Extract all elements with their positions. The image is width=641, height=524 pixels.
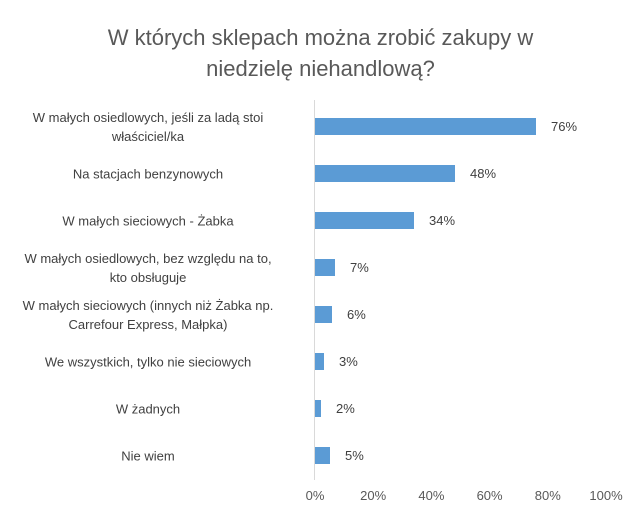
category-label: Na stacjach benzynowych bbox=[0, 164, 298, 183]
category-label: Nie wiem bbox=[0, 446, 298, 465]
bar-row: W małych sieciowych - Żabka 34% bbox=[0, 197, 641, 244]
category-label: W małych osiedlowych, bez względu na to,… bbox=[0, 249, 298, 287]
chart-title-line-1: W których sklepach można zrobić zakupy w bbox=[107, 25, 534, 50]
bar-row: We wszystkich, tylko nie sieciowych 3% bbox=[0, 338, 641, 385]
bar-row: Nie wiem 5% bbox=[0, 432, 641, 479]
value-label: 34% bbox=[429, 213, 456, 228]
value-label: 5% bbox=[345, 448, 364, 463]
x-axis-ticks: 0% 20% 40% 60% 80% 100% bbox=[0, 488, 641, 508]
value-label: 76% bbox=[551, 119, 578, 134]
category-label: W małych sieciowych - Żabka bbox=[0, 211, 298, 230]
chart-title-line-2: niedzielę niehandlową? bbox=[206, 56, 435, 81]
bar bbox=[315, 306, 332, 323]
category-label-line: We wszystkich, tylko nie sieciowych bbox=[44, 354, 252, 369]
x-tick-label: 40% bbox=[418, 488, 445, 503]
x-tick-label: 60% bbox=[476, 488, 503, 503]
bar bbox=[315, 212, 414, 229]
x-tick-label: 100% bbox=[589, 488, 623, 503]
bar-row: W małych osiedlowych, bez względu na to,… bbox=[0, 244, 641, 291]
bar-row: W małych sieciowych (innych niż Żabka np… bbox=[0, 291, 641, 338]
category-label-line: Na stacjach benzynowych bbox=[72, 166, 224, 181]
x-tick-label: 0% bbox=[305, 488, 325, 503]
bar bbox=[315, 400, 321, 417]
category-label-line: W małych sieciowych - Żabka bbox=[62, 213, 234, 228]
category-label: W małych osiedlowych, jeśli za ladą stoi… bbox=[0, 108, 298, 146]
bar bbox=[315, 353, 324, 370]
bar bbox=[315, 447, 330, 464]
value-label: 7% bbox=[350, 260, 369, 275]
x-tick-label: 80% bbox=[534, 488, 561, 503]
category-label-line: W małych sieciowych (innych niż Żabka np… bbox=[22, 297, 274, 313]
value-label: 2% bbox=[336, 401, 355, 416]
category-label-line: W małych osiedlowych, jeśli za ladą stoi bbox=[32, 109, 264, 125]
category-label-line: Carrefour Express, Małpka) bbox=[68, 316, 228, 332]
bar bbox=[315, 259, 335, 276]
bar bbox=[315, 165, 455, 182]
bar-row: W małych osiedlowych, jeśli za ladą stoi… bbox=[0, 103, 641, 150]
plot-area: W małych osiedlowych, jeśli za ladą stoi… bbox=[0, 100, 641, 480]
category-label-line: kto obsługuje bbox=[109, 269, 187, 285]
value-label: 6% bbox=[347, 307, 366, 322]
category-label: We wszystkich, tylko nie sieciowych bbox=[0, 352, 298, 371]
bar-row: Na stacjach benzynowych 48% bbox=[0, 150, 641, 197]
value-label: 3% bbox=[339, 354, 358, 369]
category-label: W żadnych bbox=[0, 399, 298, 418]
bar bbox=[315, 118, 536, 135]
y-axis-line bbox=[314, 100, 315, 480]
chart-title: W których sklepach można zrobić zakupy w… bbox=[0, 22, 641, 84]
x-tick-label: 20% bbox=[360, 488, 387, 503]
value-label: 48% bbox=[470, 166, 497, 181]
category-label: W małych sieciowych (innych niż Żabka np… bbox=[0, 296, 298, 334]
category-label-line: W małych osiedlowych, bez względu na to, bbox=[24, 250, 272, 266]
category-label-line: właściciel/ka bbox=[111, 128, 185, 144]
category-label-line: W żadnych bbox=[115, 401, 181, 416]
bar-row: W żadnych 2% bbox=[0, 385, 641, 432]
category-label-line: Nie wiem bbox=[121, 448, 175, 463]
